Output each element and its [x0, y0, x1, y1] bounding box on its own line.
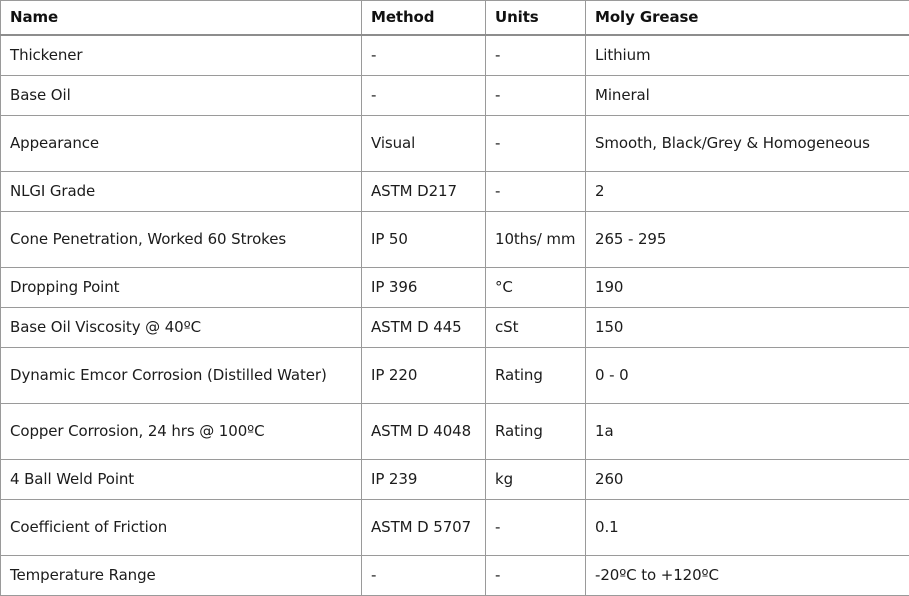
cell-units: 10ths/ mm	[486, 212, 586, 268]
column-header-units: Units	[486, 1, 586, 36]
cell-name: 4 Ball Weld Point	[1, 460, 362, 500]
cell-value: Smooth, Black/Grey & Homogeneous	[586, 116, 909, 172]
cell-value: 0 - 0	[586, 348, 909, 404]
cell-name: Dynamic Emcor Corrosion (Distilled Water…	[1, 348, 362, 404]
cell-value: 265 - 295	[586, 212, 909, 268]
cell-name: Coefficient of Friction	[1, 500, 362, 556]
table-row: Thickener--Lithium	[1, 35, 909, 76]
cell-value: Mineral	[586, 76, 909, 116]
cell-units: Rating	[486, 348, 586, 404]
column-header-method: Method	[362, 1, 486, 36]
column-header-value: Moly Grease	[586, 1, 909, 36]
cell-name: Dropping Point	[1, 268, 362, 308]
cell-method: ASTM D 5707	[362, 500, 486, 556]
cell-name: Copper Corrosion, 24 hrs @ 100ºC	[1, 404, 362, 460]
cell-units: -	[486, 116, 586, 172]
cell-method: IP 239	[362, 460, 486, 500]
cell-method: IP 50	[362, 212, 486, 268]
cell-units: -	[486, 172, 586, 212]
cell-value: 190	[586, 268, 909, 308]
cell-method: ASTM D 445	[362, 308, 486, 348]
cell-name: NLGI Grade	[1, 172, 362, 212]
cell-value: Lithium	[586, 35, 909, 76]
cell-units: °C	[486, 268, 586, 308]
cell-method: IP 220	[362, 348, 486, 404]
cell-units: -	[486, 35, 586, 76]
cell-value: 1a	[586, 404, 909, 460]
cell-value: 260	[586, 460, 909, 500]
cell-name: Base Oil Viscosity @ 40ºC	[1, 308, 362, 348]
cell-units: kg	[486, 460, 586, 500]
cell-name: Base Oil	[1, 76, 362, 116]
cell-name: Thickener	[1, 35, 362, 76]
cell-value: 0.1	[586, 500, 909, 556]
cell-units: Rating	[486, 404, 586, 460]
table-row: Base Oil--Mineral	[1, 76, 909, 116]
cell-method: ASTM D 4048	[362, 404, 486, 460]
cell-name: Cone Penetration, Worked 60 Strokes	[1, 212, 362, 268]
cell-value: 2	[586, 172, 909, 212]
cell-method: Visual	[362, 116, 486, 172]
cell-method: ASTM D217	[362, 172, 486, 212]
cell-value: 150	[586, 308, 909, 348]
cell-name: Appearance	[1, 116, 362, 172]
cell-units: -	[486, 500, 586, 556]
cell-units: -	[486, 76, 586, 116]
column-header-name: Name	[1, 1, 362, 36]
cell-units: cSt	[486, 308, 586, 348]
table-row: Dynamic Emcor Corrosion (Distilled Water…	[1, 348, 909, 404]
table-header: Name Method Units Moly Grease	[1, 1, 909, 36]
cell-method: -	[362, 76, 486, 116]
table-header-row: Name Method Units Moly Grease	[1, 1, 909, 36]
cell-method: IP 396	[362, 268, 486, 308]
cell-method: -	[362, 35, 486, 76]
